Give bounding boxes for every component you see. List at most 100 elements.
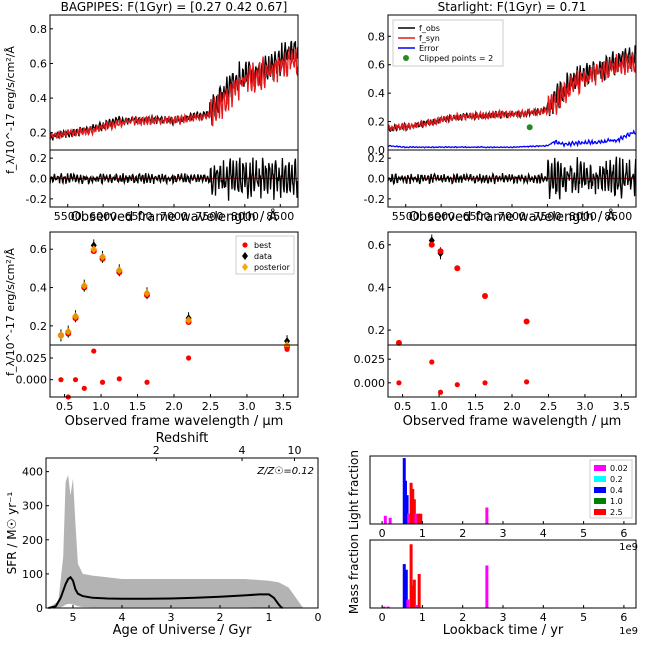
sfh-x-tick-label: 0 xyxy=(315,611,322,624)
photometry-x-tick-label: 1.0 xyxy=(430,400,448,413)
legend-swatch xyxy=(403,55,409,61)
photometry-y-tick-label: 0.2 xyxy=(368,324,386,337)
spectrum-y-tick-label: 0.6 xyxy=(368,59,386,72)
sfh-y-tick-label: 200 xyxy=(22,534,43,547)
fraction-bar xyxy=(417,574,421,608)
posterior-point xyxy=(64,327,72,336)
sfh-posterior-band xyxy=(48,475,304,608)
fraction-bar xyxy=(412,579,416,608)
posterior-point xyxy=(90,245,98,254)
best-point xyxy=(454,265,461,272)
fraction-x-tick-label: 2 xyxy=(459,527,466,540)
best-point xyxy=(523,318,530,325)
spectrum-y-tick-label: 0.2 xyxy=(30,127,48,140)
spectrum-x-tick-label: 5500 xyxy=(392,210,420,223)
fraction-bar xyxy=(409,544,413,608)
legend-label: 1.0 xyxy=(610,497,623,506)
posterior-point xyxy=(72,312,80,321)
photometry-y-tick-label: 0.2 xyxy=(30,320,48,333)
legend-label: data xyxy=(254,252,272,261)
spectrum-x-tick-label: 6500 xyxy=(463,210,491,223)
residual-point xyxy=(284,346,290,352)
sfh-median-line xyxy=(48,575,284,609)
spectrum-y-tick-label: 0.6 xyxy=(30,57,48,70)
spectrum-y-tick-label: 0.8 xyxy=(30,23,48,36)
spectrum-x-tick-label: 7500 xyxy=(195,210,223,223)
spectrum-x-tick-label: 7500 xyxy=(533,210,561,223)
sfh-axes xyxy=(45,457,319,609)
photometry-x-tick-label: 0.5 xyxy=(394,400,412,413)
sfh-y-tick-label: 100 xyxy=(22,568,43,581)
photometry-y-tick-label: 0.6 xyxy=(30,243,48,256)
posterior-point xyxy=(115,266,123,275)
sfh-x-tick-label: 4 xyxy=(118,611,125,624)
legend-label: f_syn xyxy=(419,34,440,43)
spectrum-x-tick-label: 8000 xyxy=(569,210,597,223)
best-point xyxy=(428,241,435,248)
legend: best data posterior xyxy=(235,235,295,275)
legend-swatch xyxy=(594,509,606,515)
photometry-residual-y-tick-label: 0.000 xyxy=(16,374,48,387)
photometry-x-tick-label: 1.5 xyxy=(467,400,485,413)
photometry-residual-y-tick-label: 0.025 xyxy=(354,353,386,366)
posterior-point xyxy=(57,331,65,340)
photometry-x-tick-label: 3.5 xyxy=(613,400,631,413)
residual-y-tick-label: 0.2 xyxy=(368,152,386,165)
fraction-bar xyxy=(386,606,390,608)
posterior-point xyxy=(143,289,151,298)
fraction-x-tick-label: 1 xyxy=(419,527,426,540)
residual-point xyxy=(523,379,530,385)
panel-title: Starlight: F(1Gyr) = 0.71 xyxy=(438,0,587,14)
fraction-bar xyxy=(412,499,416,524)
fraction-bar xyxy=(414,513,418,524)
photometry-x-tick-label: 1.5 xyxy=(129,400,147,413)
photometry-residual-y-tick-label: 0.025 xyxy=(16,352,48,365)
residual-point xyxy=(454,382,460,388)
legend-label: 0.4 xyxy=(610,486,623,495)
residual-point xyxy=(482,380,488,386)
photometry-x-tick-label: 1.0 xyxy=(92,400,110,413)
spectrum-x-tick-label: 7000 xyxy=(498,210,526,223)
fraction-bar xyxy=(382,606,386,608)
series-line xyxy=(49,46,299,140)
legend-label: Error xyxy=(419,44,439,53)
posterior-point xyxy=(185,316,193,325)
legend-swatch xyxy=(242,263,248,271)
residual-point xyxy=(144,379,150,385)
redshift-tick-label: 2 xyxy=(153,444,160,457)
residual-point xyxy=(99,379,106,385)
photometry-y-tick-label: 0.6 xyxy=(368,239,386,252)
f-syn-line xyxy=(387,53,637,132)
residual-point xyxy=(396,380,402,386)
posterior-point xyxy=(80,281,88,290)
residual-point xyxy=(81,385,87,391)
Error-line xyxy=(387,129,636,149)
spectrum-y-tick-label: 0.4 xyxy=(368,87,386,100)
spectrum-x-tick-label: 8000 xyxy=(231,210,259,223)
spectrum-x-tick-label: 6000 xyxy=(427,210,455,223)
sfh-x-tick-label: 2 xyxy=(216,611,223,624)
spectrum-x-tick-label: 7000 xyxy=(160,210,188,223)
residual-y-tick-label: 0.0 xyxy=(368,173,386,186)
spectrum-x-tick-label: 5500 xyxy=(54,210,82,223)
y-axis-label: f_λ/10^-17 erg/s/cm²/Å xyxy=(4,46,17,174)
photometry-x-tick-label: 2.0 xyxy=(503,400,521,413)
fraction-x-tick-label: 3 xyxy=(500,611,507,624)
residual-point xyxy=(72,377,79,383)
panel-title: BAGPIPES: F(1Gyr) = [0.27 0.42 0.67] xyxy=(61,0,288,14)
spectrum-x-tick-label: 8500 xyxy=(266,210,294,223)
residual-point xyxy=(116,376,122,382)
fraction-x-tick-label: 3 xyxy=(500,527,507,540)
legend-label: 0.02 xyxy=(610,464,628,473)
redshift-tick-label: 10 xyxy=(287,444,301,457)
x-multiplier: 1e9 xyxy=(619,542,638,553)
photometry-y-tick-label: 0.4 xyxy=(368,281,386,294)
spectrum-y-tick-label: 0.0 xyxy=(368,144,386,157)
x-multiplier: 1e9 xyxy=(619,626,638,637)
legend: 0.02 0.2 0.4 1.0 2.5 xyxy=(589,459,633,519)
fraction-bar xyxy=(414,605,418,608)
photometry-residual-axes xyxy=(387,344,637,398)
fraction-x-tick-label: 0 xyxy=(379,611,386,624)
photometry-x-tick-label: 0.5 xyxy=(56,400,74,413)
photometry-x-tick-label: 2.5 xyxy=(540,400,558,413)
